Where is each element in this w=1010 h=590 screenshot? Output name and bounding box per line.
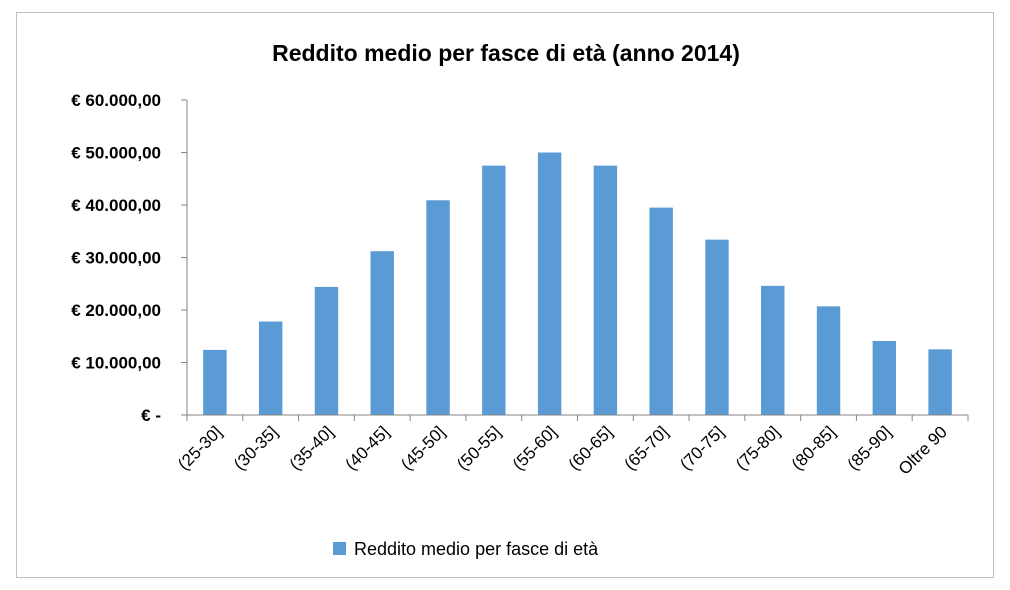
y-axis: € - € 10.000,00 € 20.000,00 € 30.000,00 € 40… xyxy=(71,91,188,425)
y-tick-label: € 50.000,00 xyxy=(71,144,161,163)
legend-label: Reddito medio per fasce di età xyxy=(354,539,599,559)
bar xyxy=(928,349,952,415)
x-tick-label: (80-85] xyxy=(788,422,840,474)
x-tick-label: (50-55] xyxy=(453,422,505,474)
bar xyxy=(537,152,562,415)
x-tick-label: (35-40] xyxy=(286,422,338,474)
chart-frame: Reddito medio per fasce di età (anno 201… xyxy=(16,12,994,578)
bar xyxy=(370,251,394,415)
bar xyxy=(258,321,283,415)
y-tick-label: € 10.000,00 xyxy=(71,354,161,373)
x-tick-label: (25-30] xyxy=(174,422,226,474)
bar-chart: Reddito medio per fasce di età (anno 201… xyxy=(71,40,969,559)
bar xyxy=(761,285,785,415)
bar xyxy=(482,165,506,415)
x-tick-label: (45-50] xyxy=(397,422,449,474)
x-tick-label: Oltre 90 xyxy=(895,422,951,478)
x-tick-label: (70-75] xyxy=(676,422,728,474)
x-axis: (25-30] (30-35] (35-40] (40-45] (45-50] (50-5… xyxy=(174,414,969,479)
bar xyxy=(593,165,618,415)
y-tick-label: € 20.000,00 xyxy=(71,301,161,320)
x-tick-label: (65-70] xyxy=(620,422,672,474)
x-tick-label: (75-80] xyxy=(732,422,784,474)
y-tick-label: € 30.000,00 xyxy=(71,249,161,268)
bar xyxy=(816,306,841,415)
bars xyxy=(203,152,952,415)
x-tick-label: (40-45] xyxy=(342,422,394,474)
y-tick-label: € 60.000,00 xyxy=(71,91,161,110)
x-tick-label: (85-90] xyxy=(844,422,896,474)
x-tick-label: (30-35] xyxy=(230,422,282,474)
bar xyxy=(314,286,339,415)
bar xyxy=(649,207,673,415)
legend-swatch xyxy=(333,542,346,555)
x-tick-label: (55-60] xyxy=(509,422,561,474)
bar xyxy=(872,340,897,415)
y-tick-label: € 40.000,00 xyxy=(71,196,161,215)
legend: Reddito medio per fasce di età xyxy=(333,539,599,559)
bar xyxy=(203,349,227,415)
y-tick-label: € - xyxy=(141,406,161,425)
chart-title: Reddito medio per fasce di età (anno 201… xyxy=(272,40,740,66)
bar xyxy=(426,200,450,415)
bar xyxy=(705,239,729,415)
x-tick-label: (60-65] xyxy=(565,422,617,474)
